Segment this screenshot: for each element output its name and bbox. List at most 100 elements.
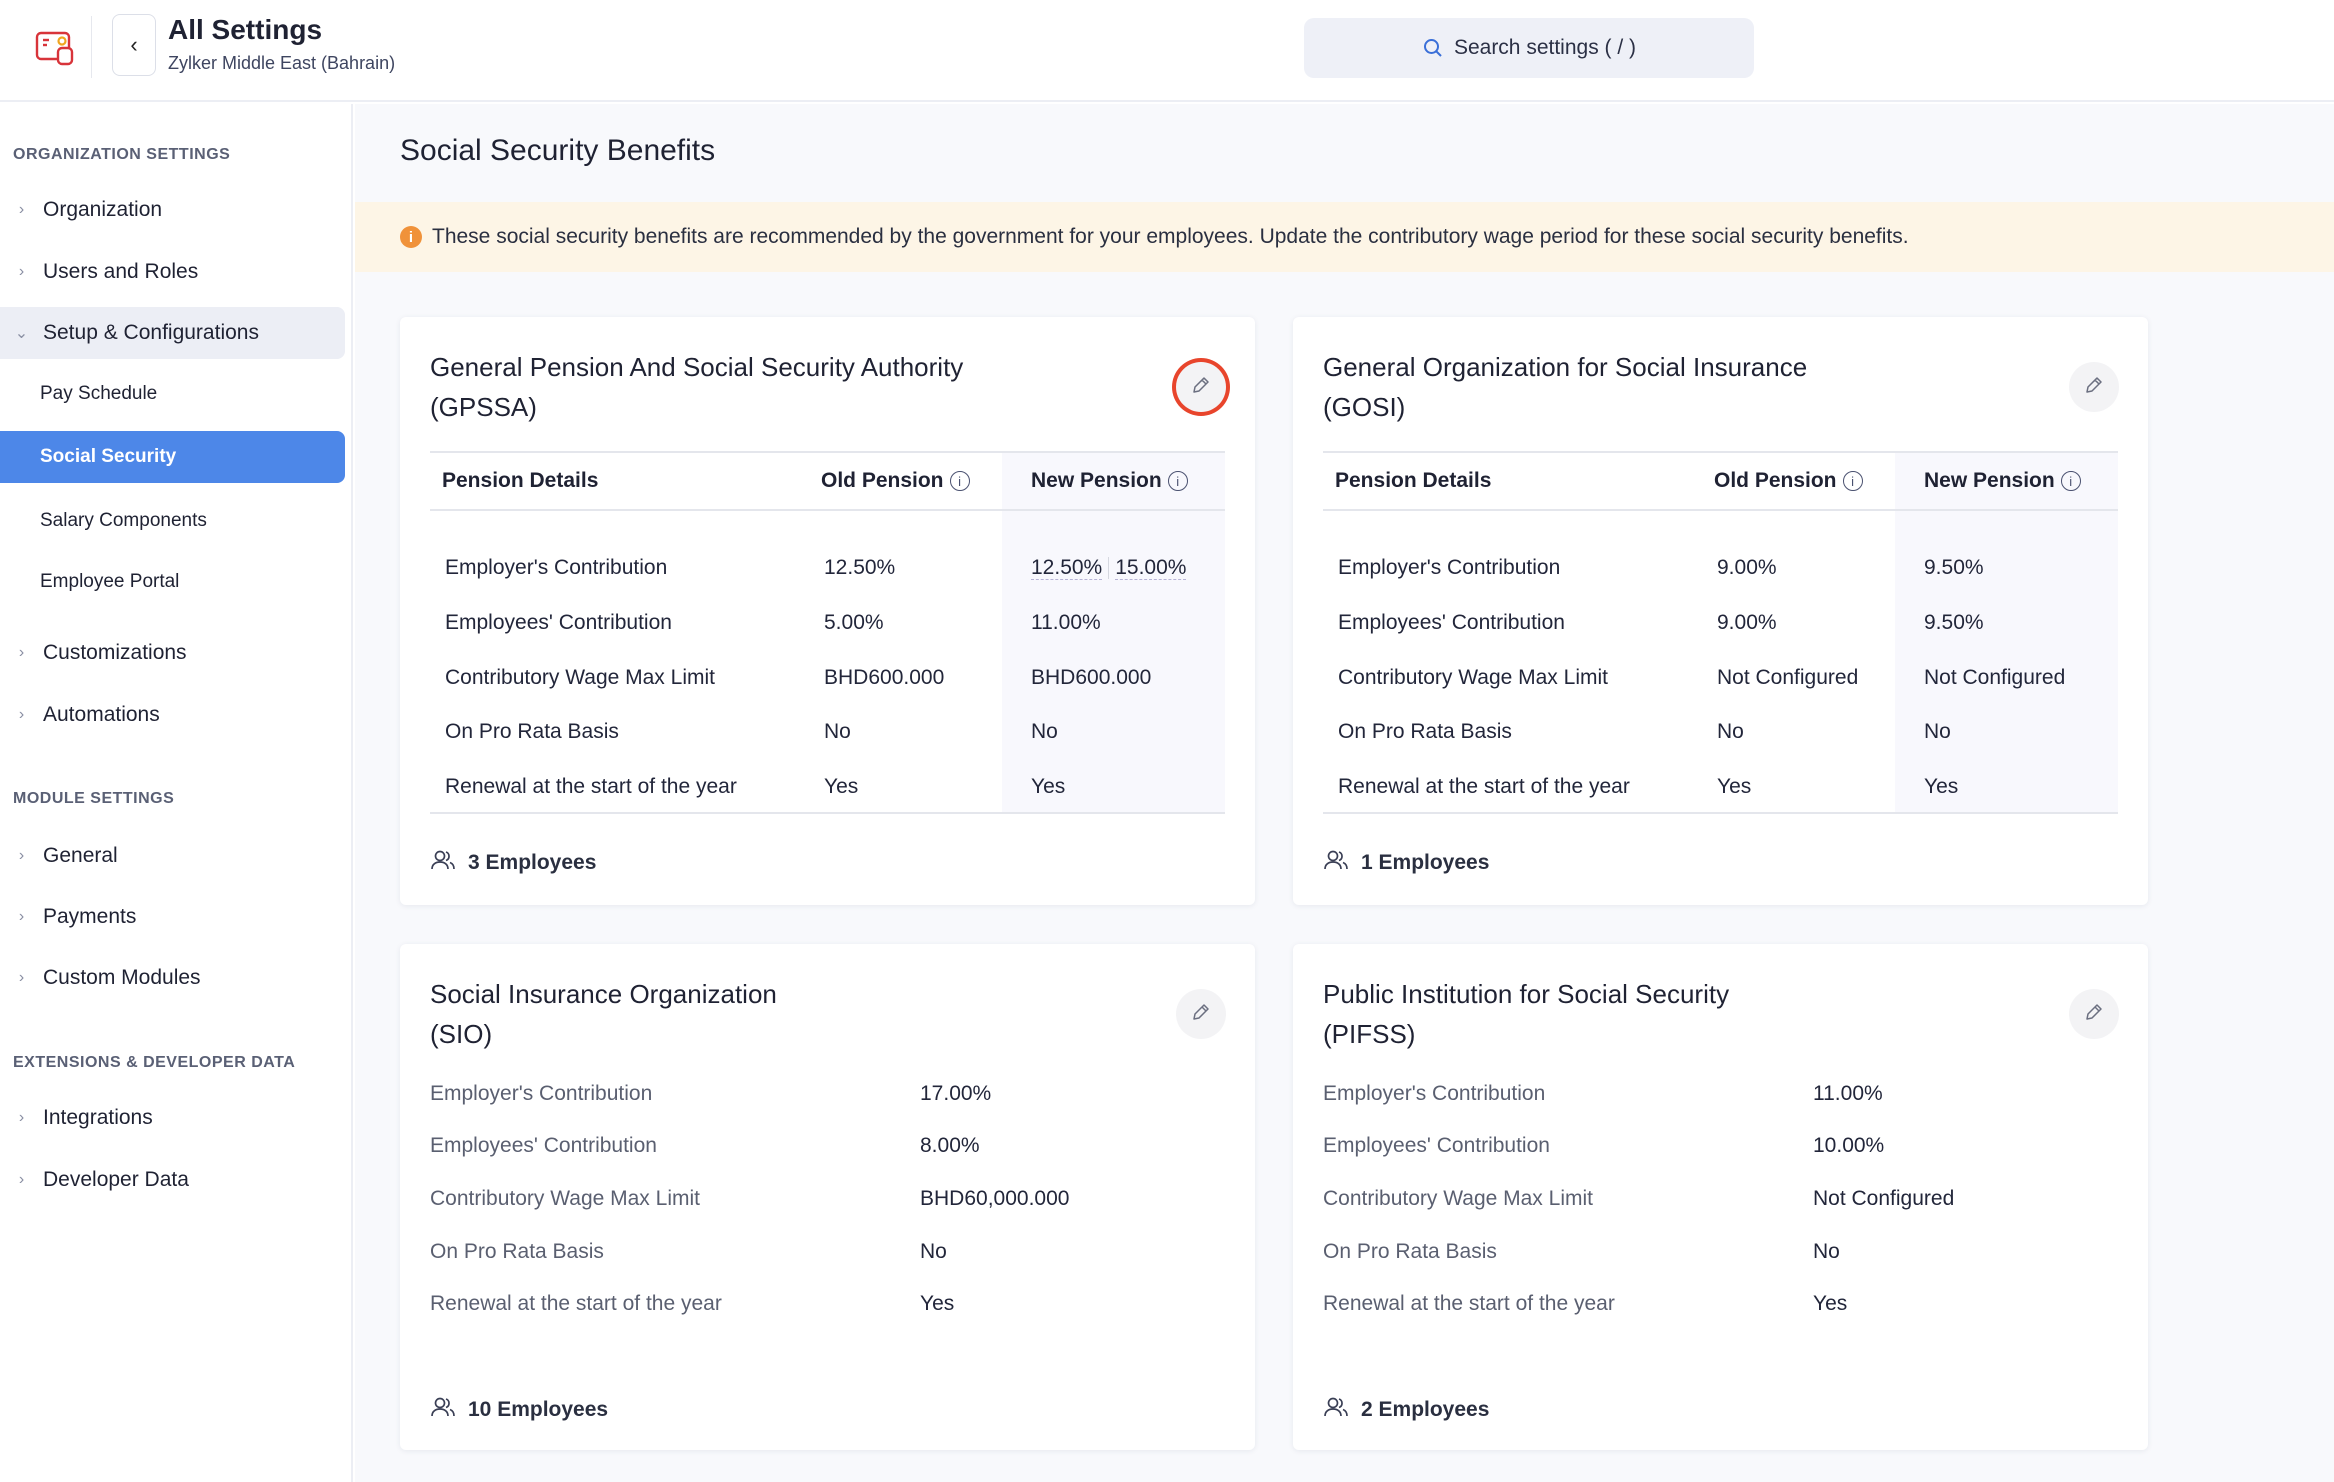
search-settings-input[interactable]: Search settings ( / ) (1304, 18, 1754, 78)
header-divider (1323, 509, 2118, 511)
row-label: On Pro Rata Basis (1338, 720, 1512, 743)
info-icon[interactable]: i (949, 471, 970, 491)
social-security-card: General Organization for Social Insuranc… (1293, 317, 2148, 905)
table-header: Pension Details (442, 453, 598, 509)
organization-name: Zylker Middle East (Bahrain) (168, 53, 396, 73)
value-separator (1108, 557, 1110, 580)
detail-label: Employer's Contribution (1323, 1082, 1546, 1105)
detail-label: Employees' Contribution (430, 1134, 657, 1157)
new-value: 11.00% (1031, 611, 1101, 634)
new-value: 9.50% (1924, 611, 1984, 634)
new-pension-value: 12.50% 15.00% (1031, 556, 1187, 580)
chevron-right-icon: › (18, 1109, 25, 1126)
sidebar-section-heading: MODULE SETTINGS (13, 790, 175, 807)
new-value: BHD600.000 (1031, 666, 1152, 689)
old-pension-value: 9.00% (1717, 611, 1777, 634)
detail-value: No (1813, 1240, 1840, 1263)
sidebar-item[interactable]: › Integrations (0, 1092, 345, 1144)
new-pension-value: Yes (1924, 775, 1958, 799)
new-value: Not Configured (1924, 666, 2066, 689)
detail-value: Not Configured (1813, 1187, 1955, 1210)
sidebar-subitem[interactable]: Social Security (0, 431, 345, 483)
search-placeholder: Search settings ( / ) (1453, 36, 1637, 59)
sidebar-subitem[interactable]: Pay Schedule (40, 383, 158, 404)
old-pension-value: 12.50% (824, 556, 896, 579)
page-title: Social Security Benefits (400, 134, 716, 167)
employees-label: 10 Employees (468, 1398, 609, 1421)
settings-sidebar: ORGANIZATION SETTINGS › Organization › Users… (0, 104, 353, 1482)
new-pension-column (1002, 453, 1225, 812)
new-pension-value: No (1924, 720, 1951, 744)
banner-text: These social security benefits are recom… (432, 225, 1909, 248)
info-icon[interactable]: i (1842, 471, 1863, 491)
chevron-left-icon: ‹ (130, 32, 138, 57)
card-title-line1: General Pension And Social Security Auth… (430, 352, 964, 382)
sidebar-item-label: Payments (43, 905, 137, 928)
card-title: General Pension And Social Security Auth… (430, 347, 1110, 427)
employees-label: 2 Employees (1361, 1398, 1490, 1421)
sidebar-item-label: Developer Data (43, 1168, 189, 1191)
table-header: New Pension i (1031, 453, 1188, 509)
detail-value: 17.00% (920, 1082, 992, 1105)
sidebar-item-label: General (43, 844, 118, 867)
info-icon[interactable]: i (2060, 471, 2081, 491)
info-icon[interactable]: i (1167, 471, 1188, 491)
back-button[interactable]: ‹ (112, 14, 156, 76)
new-value: 9.50% (1924, 556, 1984, 579)
main-content: Social Security Benefits i These social … (355, 104, 2334, 1482)
sidebar-item-label: Users and Roles (43, 260, 199, 283)
employees-count[interactable]: 2 Employees (1323, 1396, 1489, 1424)
edit-button[interactable] (2069, 989, 2119, 1039)
edit-button[interactable] (2069, 362, 2119, 412)
card-title-line1: Public Institution for Social Security (1323, 979, 1730, 1009)
edit-button[interactable] (1176, 989, 1226, 1039)
old-pension-value: No (1717, 720, 1744, 743)
sidebar-item[interactable]: › Automations (0, 689, 345, 741)
edit-button[interactable] (1176, 362, 1226, 412)
sidebar-item-label: Setup & Configurations (43, 321, 259, 344)
new-pension-value: 9.50% (1924, 611, 1984, 635)
sidebar-subitem[interactable]: Employee Portal (40, 571, 180, 592)
new-value[interactable]: 15.00% (1115, 556, 1187, 580)
pension-table: Pension Details Old Pension i New Pension i E… (1323, 451, 2118, 814)
card-title-line1: General Organization for Social Insuranc… (1323, 352, 1808, 382)
sidebar-item[interactable]: › General (0, 830, 345, 882)
card-title-line2: (GPSSA) (430, 392, 537, 422)
row-label: Employees' Contribution (445, 611, 672, 634)
new-value: No (1924, 720, 1951, 743)
sidebar-item[interactable]: › Custom Modules (0, 952, 345, 1004)
employees-count[interactable]: 10 Employees (430, 1396, 608, 1424)
new-pension-value: 9.50% (1924, 556, 1984, 580)
employees-count[interactable]: 3 Employees (430, 849, 596, 877)
social-security-card: General Pension And Social Security Auth… (400, 317, 1255, 905)
sidebar-item-label: Automations (43, 703, 160, 726)
info-icon: i (400, 226, 422, 248)
sidebar-item[interactable]: › Customizations (0, 627, 345, 679)
employees-count[interactable]: 1 Employees (1323, 849, 1489, 877)
new-value[interactable]: 12.50% (1031, 556, 1103, 580)
row-label: Employer's Contribution (445, 556, 668, 579)
sidebar-item[interactable]: › Payments (0, 891, 345, 943)
chevron-right-icon: › (18, 908, 25, 925)
detail-label: Contributory Wage Max Limit (430, 1187, 700, 1210)
employees-label: 3 Employees (468, 851, 597, 874)
employees-icon (430, 849, 456, 877)
table-header: Old Pension i (1714, 453, 1863, 509)
old-pension-value: No (824, 720, 851, 743)
sidebar-item[interactable]: › Users and Roles (0, 246, 345, 298)
table-header: New Pension i (1924, 453, 2081, 509)
detail-value: 10.00% (1813, 1134, 1885, 1157)
chevron-down-icon: ⌄ (14, 325, 29, 342)
sidebar-item[interactable]: › Developer Data (0, 1154, 345, 1206)
chevron-right-icon: › (18, 706, 25, 723)
new-pension-column (1895, 453, 2118, 812)
new-pension-value: Not Configured (1924, 666, 2065, 690)
sidebar-subitem[interactable]: Salary Components (40, 510, 207, 531)
new-value: No (1031, 720, 1058, 743)
sidebar-item[interactable]: ⌄ Setup & Configurations (0, 307, 345, 359)
detail-value: 8.00% (920, 1134, 980, 1157)
sidebar-item[interactable]: › Organization (0, 184, 345, 236)
sidebar-item-label: Organization (43, 198, 163, 221)
row-label: Contributory Wage Max Limit (445, 666, 715, 689)
row-label: Employer's Contribution (1338, 556, 1561, 579)
